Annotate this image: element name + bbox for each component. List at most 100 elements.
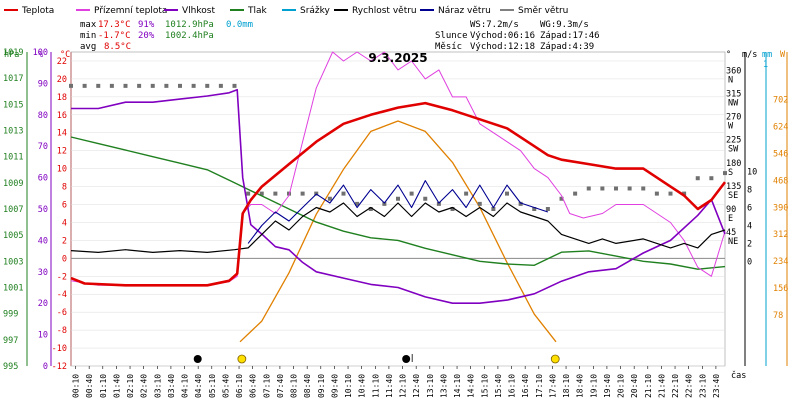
wind-direction-point — [532, 207, 537, 211]
x-tick-label: 14:10 — [453, 374, 462, 398]
wind-direction-point — [191, 83, 196, 88]
wind-direction-point — [723, 171, 727, 176]
wind-direction-point — [614, 186, 618, 191]
wind-direction-point — [654, 191, 659, 196]
x-tick-label: 01:40 — [112, 374, 121, 398]
direction-tick: 45 — [726, 228, 736, 238]
legend-label: Teplota — [21, 6, 54, 16]
moonrise-marker — [402, 355, 411, 363]
wind-direction-point — [436, 201, 441, 206]
humidity-tick: 10 — [38, 331, 48, 341]
direction-label: NW — [728, 99, 739, 109]
temperature-tick: -10 — [52, 344, 67, 354]
sun-rise: Východ:06:16 — [470, 31, 535, 41]
temperature-tick: 10 — [57, 165, 67, 175]
wind-direction-point — [150, 83, 155, 88]
x-tick-label: 08:40 — [303, 374, 312, 398]
pressure-tick: 997 — [3, 336, 18, 346]
wind-direction-point — [450, 207, 455, 211]
series-vlhkost — [71, 88, 726, 304]
legend-label: Srážky — [300, 6, 331, 16]
wind-direction-point — [109, 83, 114, 88]
stats-min-hum: 20% — [138, 31, 155, 41]
rain-tick: 1 — [763, 60, 768, 70]
x-tick-label: 12:40 — [412, 374, 421, 398]
wind-tick: 2 — [747, 239, 752, 249]
stats-max-press: 1012.9hPa — [165, 20, 214, 30]
wind-direction-point — [668, 191, 673, 196]
humidity-tick: 30 — [38, 268, 48, 278]
humidity-tick: 20 — [38, 299, 48, 309]
direction-tick: 225 — [726, 136, 741, 146]
temperature-tick: -12 — [52, 362, 67, 372]
direction-tick: 135 — [726, 182, 741, 192]
wind-direction-point — [505, 191, 509, 196]
x-tick-label: 06:10 — [235, 374, 244, 398]
series-teplota — [70, 101, 727, 287]
x-tick-label: 16:10 — [508, 374, 517, 398]
stats-block: max 17.3°C 91% 1012.9hPa 0.0mm min -1.7°… — [80, 20, 253, 52]
x-tick-label: 16:40 — [521, 374, 530, 398]
temperature-tick: 20 — [57, 75, 67, 85]
axis-ticks: 2220181614121086420-2-4-6-8-10-121019101… — [3, 48, 788, 372]
pressure-tick: 1019 — [3, 48, 23, 58]
sun-set: Západ:17:46 — [540, 31, 600, 41]
x-tick-label: 11:40 — [385, 374, 394, 398]
wind-direction-point — [69, 83, 73, 88]
wind-direction-point — [232, 83, 237, 88]
direction-label: NE — [728, 237, 738, 247]
x-tick-label: 20:40 — [630, 374, 639, 398]
legend-label: Rychlost větru — [352, 6, 417, 16]
stats-max-hum: 91% — [138, 20, 155, 30]
unit-deg: ° — [726, 50, 731, 60]
pressure-tick: 1009 — [3, 179, 23, 189]
x-tick-label: 05:10 — [208, 374, 217, 398]
stats-max-label: max — [80, 20, 97, 30]
temperature-tick: 2 — [62, 236, 67, 246]
unit-degc: °C — [60, 50, 70, 60]
pressure-tick: 1013 — [3, 127, 23, 137]
x-tick-label: 20:10 — [617, 374, 626, 398]
moon-label: Měsíc — [435, 42, 462, 52]
wind-direction-point — [518, 201, 523, 206]
wind-tick: 4 — [747, 221, 752, 231]
unit-pct: % — [38, 50, 43, 60]
stats-avg-temp: 8.5°C — [104, 42, 131, 52]
wind-tick: 10 — [747, 168, 757, 178]
solar-tick: 624 — [773, 123, 788, 133]
wind-direction-point — [695, 176, 700, 181]
wind-direction-point — [82, 83, 87, 88]
direction-tick: 315 — [726, 90, 741, 100]
x-tick-label: 12:10 — [399, 374, 408, 398]
temperature-tick: 16 — [57, 111, 67, 121]
humidity-tick: 60 — [38, 174, 48, 184]
legend-label: Vlhkost — [182, 6, 215, 16]
unit-w: W — [780, 50, 786, 60]
legend-label: Náraz větru — [438, 6, 491, 16]
moon-rise: Východ:12:18 — [470, 42, 535, 52]
x-tick-label: 01:10 — [99, 374, 108, 398]
temperature-tick: -2 — [57, 272, 67, 282]
legend-label: Směr větru — [518, 6, 568, 16]
solar-tick: 702 — [773, 96, 788, 106]
wind-direction-point — [709, 176, 714, 181]
x-axis-ticks: 00:10 00:40 01:10 01:40 02:10 02:40 03:10 03:40… — [72, 366, 721, 398]
wind-direction-point — [164, 83, 169, 88]
x-tick-label: 19:40 — [603, 374, 612, 398]
x-tick-label: 17:10 — [535, 374, 544, 398]
x-tick-label: 04:40 — [194, 374, 203, 398]
x-tick-label: 23:10 — [698, 374, 707, 398]
x-tick-label: 00:40 — [85, 374, 94, 398]
humidity-tick: 70 — [38, 142, 48, 152]
direction-label: SW — [728, 145, 739, 155]
temperature-tick: -6 — [57, 308, 67, 318]
series-layer — [69, 51, 727, 343]
stats-min-temp: -1.7°C — [98, 31, 131, 41]
stats-max-temp: 17.3°C — [98, 20, 131, 30]
wind-direction-point — [627, 186, 632, 191]
x-tick-label: 23:40 — [712, 374, 721, 398]
wind-direction-point — [545, 207, 550, 211]
temperature-tick: -8 — [57, 326, 67, 336]
chart-title: 9.3.2025 — [368, 51, 427, 65]
sunrise-marker — [237, 354, 247, 364]
